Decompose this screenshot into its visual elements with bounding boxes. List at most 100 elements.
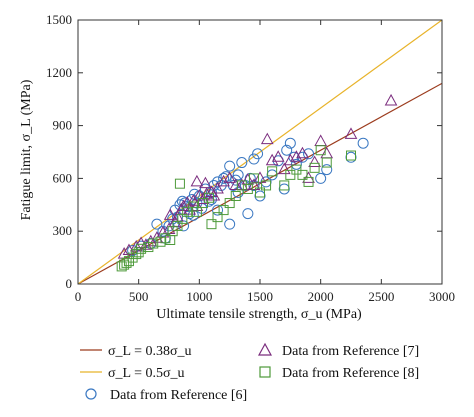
series-ref6 [127,137,369,257]
x-tick-label: 1000 [186,289,212,304]
data-point [144,234,158,247]
reference-line-05 [78,20,442,284]
data-point [296,146,309,159]
data-point [121,257,132,268]
data-point [218,205,229,216]
legend-label-line-05: σ_L = 0.5σ_u [108,366,185,381]
x-tick-label: 500 [129,289,149,304]
data-point [236,180,247,191]
data-point [136,243,147,254]
data-point [211,181,224,194]
y-tick-label: 600 [53,170,73,185]
data-point [309,162,320,173]
y-tick-label: 0 [66,276,73,291]
data-point [345,151,357,163]
data-point [151,218,163,230]
legend-item-line-038: σ_L = 0.38σ_u [80,344,192,359]
data-point [223,171,237,183]
data-point [344,127,358,139]
data-point [204,192,215,203]
data-point [357,137,369,149]
data-point [315,172,327,184]
data-point [191,206,202,217]
data-point [254,190,266,202]
data-point [265,153,279,166]
data-point [314,134,328,146]
data-point [174,199,186,211]
data-point [283,153,297,166]
data-point [284,137,296,149]
data-point [255,187,265,198]
y-tick-label: 1500 [46,12,72,27]
data-point [252,148,264,160]
legend-label-line-038: σ_L = 0.38σ_u [108,344,192,359]
data-point [127,252,138,263]
plot-area [78,20,442,284]
x-tick-label: 2000 [308,289,334,304]
data-point [384,93,398,106]
data-point [260,132,274,145]
data-point [253,171,267,183]
data-point [230,191,241,201]
series-ref8 [116,145,356,272]
data-point [190,174,204,187]
data-point [197,198,208,209]
x-tick-label: 3000 [429,289,455,304]
data-point [224,198,235,209]
data-point [291,164,302,175]
data-point [261,180,272,191]
data-point [217,174,230,187]
reference-line-038 [78,82,442,284]
data-point [303,176,314,187]
data-point [212,212,223,223]
data-point [206,219,217,230]
data-point [230,174,242,186]
data-point [123,256,134,267]
data-point [290,150,303,162]
data-point [177,199,190,212]
data-point [220,171,232,183]
data-point [315,145,326,156]
legend-ref8-marker [259,366,271,378]
legend-label-ref7: Data from Reference [7] [282,344,419,359]
data-point [133,247,144,258]
y-axis-label: Fatigue limit, σ_L (MPa) [19,79,34,220]
y-tick-label: 900 [53,118,73,133]
data-point [212,176,224,188]
data-point [321,157,332,168]
legend-label-ref8: Data from Reference [8] [282,366,419,381]
data-point [218,172,230,184]
data-point [148,238,159,249]
x-axis-label: Ultimate tensile strength, σ_u (MPa) [156,307,362,322]
data-point [281,144,293,156]
legend-ref7-marker [257,342,273,356]
x-tick-label: 0 [75,289,82,304]
legend: σ_L = 0.38σ_u σ_L = 0.5σ_u Data from Ref… [80,342,419,403]
data-point [279,180,290,191]
data-point [308,155,321,168]
data-point [165,235,176,245]
series-ref7 [117,93,398,259]
data-point [179,197,191,209]
data-point [346,150,356,161]
data-point [303,148,315,160]
legend-ref6-marker [85,388,97,400]
data-point [188,201,199,212]
data-point [242,183,253,194]
legend-label-ref6: Data from Reference [6] [110,388,247,403]
data-point [224,218,236,230]
data-point [163,208,177,220]
data-point [297,169,308,180]
legend-item-ref8: Data from Reference [8] [259,366,419,381]
data-point [224,160,236,172]
data-point [212,204,224,216]
data-point [242,208,254,220]
data-point [267,166,278,177]
data-point [174,178,185,189]
data-point [271,150,285,162]
data-point [285,169,296,180]
axes: 0 500 1000 1500 2000 2500 3000 0 300 600 900 1200 15… [46,12,455,304]
data-point [187,209,199,221]
data-point [277,162,291,175]
